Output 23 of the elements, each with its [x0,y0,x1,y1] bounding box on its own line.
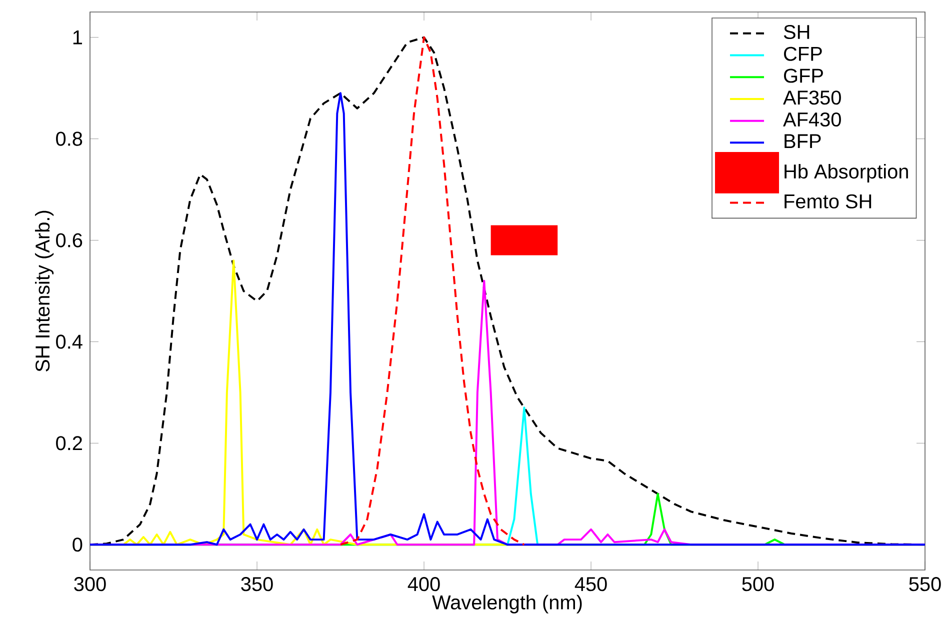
x-tick-label: 500 [742,577,774,592]
x-tick-label: 400 [408,577,440,592]
line-series [340,36,526,546]
legend-label: GFP [784,68,823,83]
legend-label: Hb Absorption [784,164,908,183]
y-tick-label: 0.6 [56,233,82,248]
legend-label: AF350 [783,90,841,105]
x-tick-label: 550 [909,577,941,592]
legend-label: Femto SH [784,194,872,208]
y-tick-label: 1 [73,30,82,44]
y-tick-label: 0.8 [56,132,82,146]
x-tick-label: 300 [74,577,106,592]
y-tick-label: 0.4 [56,334,82,349]
legend-label: BFP [784,134,821,148]
x-tick-label: 350 [241,577,273,592]
legend-label: SH [784,24,810,40]
legend-label: AF430 [783,112,841,127]
x-tick-label: 450 [574,577,607,592]
y-tick-label: 0 [72,538,82,552]
legend-label: CFP [784,46,822,61]
y-axis-title: SH Intensity (Arb.) [35,210,54,372]
x-axis-title: Wavelength (nm) [432,594,582,614]
y-tick-label: 0.2 [56,436,82,450]
